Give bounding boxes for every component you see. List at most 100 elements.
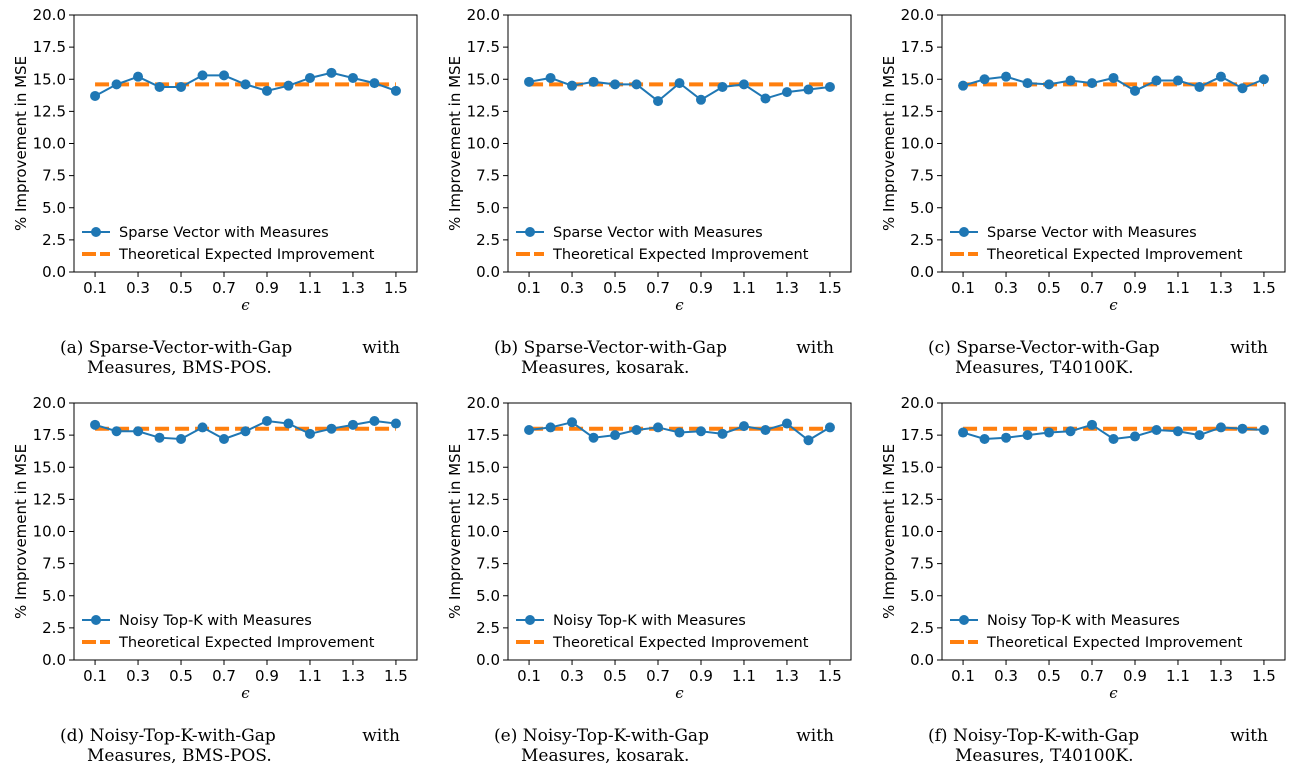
data-point [1001,432,1012,443]
x-tick-label: 0.7 [1080,667,1104,685]
data-point [1215,422,1226,433]
data-point [240,79,251,90]
data-point [824,422,835,433]
y-tick-label: 12.5 [467,490,500,508]
caption-line2: Measures, T40100K. [955,746,1134,766]
x-axis-label: ϵ [675,684,684,702]
data-point [90,90,101,101]
data-point [1022,78,1033,89]
y-tick-label: 12.5 [33,102,66,120]
y-tick-label: 5.0 [42,587,66,605]
y-tick-label: 5.0 [910,199,934,217]
caption-name: Sparse-Vector-with-Gap [956,338,1160,358]
y-tick-label: 0.0 [42,263,66,281]
x-axis-label: ϵ [675,296,684,314]
x-tick-label: 1.3 [775,667,799,685]
y-tick-label: 10.0 [901,523,934,541]
legend-series-label: Noisy Top-K with Measures [119,613,312,629]
x-tick-label: 0.3 [994,279,1018,297]
y-tick-label: 10.0 [33,523,66,541]
data-point [1258,424,1269,435]
x-tick-label: 0.7 [1080,279,1104,297]
data-point [111,426,122,437]
y-tick-label: 20.0 [467,6,500,24]
x-tick-label: 0.3 [126,279,150,297]
legend-theory-label: Theoretical Expected Improvement [986,635,1243,651]
caption-with: with [362,338,400,358]
x-tick-label: 1.5 [384,279,408,297]
y-tick-label: 2.5 [910,619,934,637]
y-tick-label: 0.0 [42,651,66,669]
data-point [1258,74,1269,85]
chart-svg: 0.0 2.5 5.0 7.5 10.0 12.5 15.0 17.5 20.0 0.1 0.3 0.… [446,394,852,702]
data-point [1108,433,1119,444]
legend-theory-label: Theoretical Expected Improvement [118,247,375,263]
caption-name: Noisy-Top-K-with-Gap [522,726,709,746]
y-axis-label: % Improvement in MSE [12,56,30,231]
data-point [958,427,969,438]
data-point [1151,75,1162,86]
x-tick-label: 0.1 [517,279,541,297]
x-tick-label: 1.5 [818,279,842,297]
chart-panel-a: 0.0 2.5 5.0 7.5 10.0 12.5 15.0 17.5 20.0 0.1 0.3 0.… [0,0,434,388]
data-point [803,84,814,95]
data-point [674,427,685,438]
y-tick-label: 5.0 [910,587,934,605]
legend-series-label: Noisy Top-K with Measures [553,613,746,629]
data-point [717,428,728,439]
data-point [369,78,380,89]
x-tick-label: 1.5 [1252,279,1276,297]
chart-panel-b: 0.0 2.5 5.0 7.5 10.0 12.5 15.0 17.5 20.0 0.1 0.3 0.… [434,0,868,388]
x-tick-label: 0.1 [83,667,107,685]
caption-name: Noisy-Top-K-with-Gap [89,726,276,746]
legend-series-marker [959,615,969,625]
data-point [979,74,990,85]
caption-name: Sparse-Vector-with-Gap [523,338,727,358]
y-tick-label: 15.0 [33,70,66,88]
x-tick-label: 0.3 [560,279,584,297]
x-tick-label: 1.3 [775,279,799,297]
data-point [1237,83,1248,94]
legend-series-marker [91,615,101,625]
data-point [610,430,621,441]
data-point [347,72,358,83]
caption-with: with [796,726,834,746]
figure-caption: (f) Noisy-Top-K-with-Gap with Measures, T… [928,726,1268,766]
y-tick-label: 20.0 [467,394,500,412]
y-axis-label: % Improvement in MSE [880,444,898,619]
x-tick-label: 1.5 [1252,667,1276,685]
data-point [347,419,358,430]
y-axis-label: % Improvement in MSE [880,56,898,231]
data-point [545,422,556,433]
y-tick-label: 12.5 [901,102,934,120]
data-point [958,80,969,91]
chart-svg: 0.0 2.5 5.0 7.5 10.0 12.5 15.0 17.5 20.0 0.1 0.3 0.… [12,6,418,314]
figure-caption: (c) Sparse-Vector-with-Gap with Measures,… [928,338,1268,378]
y-axis-label: % Improvement in MSE [12,444,30,619]
legend-series-label: Sparse Vector with Measures [553,225,763,241]
caption-with: with [1230,338,1268,358]
data-point [674,78,685,89]
legend-series-marker [525,227,535,237]
data-point [567,417,578,428]
x-tick-label: 1.3 [341,667,365,685]
legend-series-label: Sparse Vector with Measures [987,225,1197,241]
data-point [738,421,749,432]
legend-series-marker [959,227,969,237]
caption-line2: Measures, T40100K. [955,358,1134,378]
y-tick-label: 12.5 [33,490,66,508]
caption-label: (d) [60,726,85,746]
chart-svg: 0.0 2.5 5.0 7.5 10.0 12.5 15.0 17.5 20.0 0.1 0.3 0.… [446,6,852,314]
caption-line2: Measures, kosarak. [521,358,690,378]
y-tick-label: 17.5 [467,426,500,444]
x-tick-label: 0.9 [689,667,713,685]
data-point [283,418,294,429]
y-tick-label: 10.0 [467,523,500,541]
data-point [1022,430,1033,441]
data-point [261,85,272,96]
y-tick-label: 20.0 [901,394,934,412]
y-tick-label: 10.0 [901,135,934,153]
y-tick-label: 2.5 [42,619,66,637]
caption-line2: Measures, BMS-POS. [87,746,272,766]
y-tick-label: 7.5 [910,555,934,573]
